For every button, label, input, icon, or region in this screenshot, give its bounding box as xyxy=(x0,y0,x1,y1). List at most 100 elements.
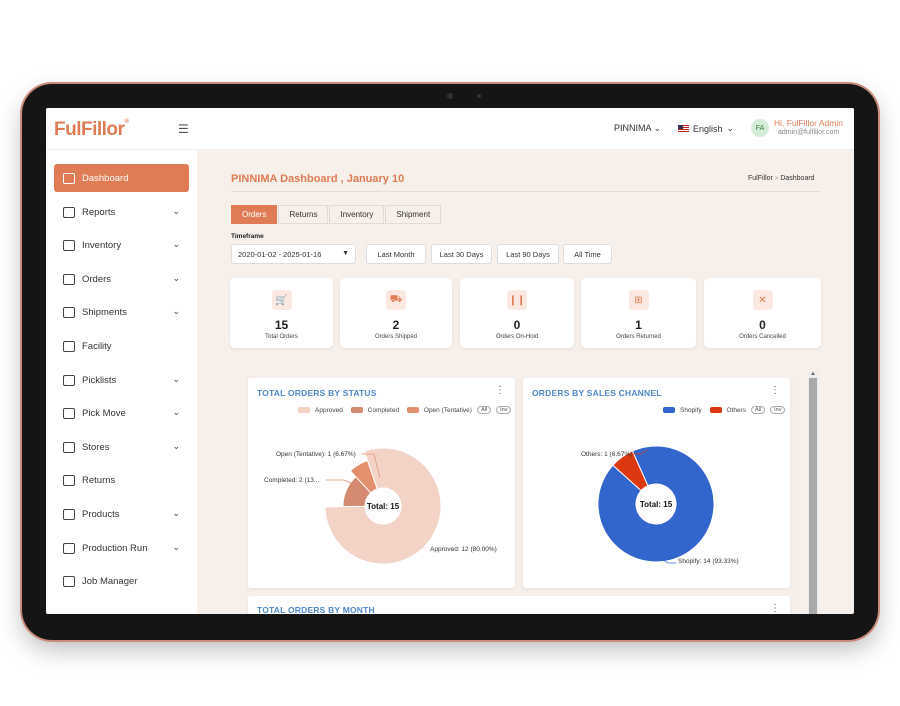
chevron-down-icon[interactable]: ⌄ xyxy=(172,542,180,552)
tab-orders[interactable]: Orders xyxy=(231,205,278,224)
us-flag-icon xyxy=(678,125,689,132)
stat-orders-cancelled[interactable]: ✕ 0 Orders Cancelled xyxy=(704,278,821,348)
chevron-down-icon[interactable]: ⌄ xyxy=(172,508,180,518)
legend-item[interactable]: Open (Tentative) xyxy=(423,406,472,414)
legend-item[interactable]: Approved xyxy=(315,406,343,414)
breadcrumb-root[interactable]: FulFillor xyxy=(748,175,773,182)
timeframe-label: Timeframe xyxy=(231,233,264,240)
sidebar-item-label: Orders xyxy=(82,273,112,285)
shipments-icon xyxy=(63,306,75,318)
orders-by-status-card: TOTAL ORDERS BY STATUS ⋮ Approved Comple… xyxy=(248,378,515,588)
stat-value: 0 xyxy=(513,318,521,332)
last-90-days-button[interactable]: Last 90 Days xyxy=(497,244,559,264)
date-range-value: 2020-01-02 - 2025-01-16 xyxy=(238,249,322,259)
avatar[interactable]: FA xyxy=(751,119,769,137)
menu-toggle-icon[interactable]: ☰ xyxy=(178,122,189,136)
legend-item[interactable]: Others xyxy=(726,406,747,414)
top-bar: FulFillor® ☰ PINNIMA ⌄ English ⌄ FA Hi, … xyxy=(46,108,854,150)
kebab-menu-icon[interactable]: ⋮ xyxy=(770,603,780,614)
donut-total-label: Total: 15 xyxy=(367,502,400,511)
card-title: TOTAL ORDERS BY MONTH xyxy=(257,605,375,614)
store-selector[interactable]: PINNIMA ⌄ xyxy=(614,123,662,133)
sidebar-item-label: Returns xyxy=(82,474,116,486)
sidebar-item-products[interactable]: Products ⌄ xyxy=(54,500,189,528)
legend-all-toggle[interactable]: All xyxy=(751,406,766,414)
data-label-leader xyxy=(361,453,381,479)
sidebar-item-production-run[interactable]: Production Run ⌄ xyxy=(54,534,189,562)
tab-returns[interactable]: Returns xyxy=(278,205,329,224)
chevron-down-icon[interactable]: ⌄ xyxy=(172,206,180,216)
legend-swatch xyxy=(298,407,310,413)
breadcrumb: FulFillor > Dashboard xyxy=(748,175,815,182)
chevron-down-icon[interactable]: ⌄ xyxy=(172,273,180,283)
brand-logo[interactable]: FulFillor® xyxy=(54,119,129,140)
divider xyxy=(231,191,821,192)
last-30-days-button[interactable]: Last 30 Days xyxy=(431,244,492,264)
chevron-down-icon[interactable]: ⌄ xyxy=(172,441,180,451)
stat-label: Total Orders xyxy=(265,334,298,340)
last-month-button[interactable]: Last Month xyxy=(366,244,426,264)
sidebar-item-stores[interactable]: Stores ⌄ xyxy=(54,433,189,461)
sidebar-item-reports[interactable]: Reports ⌄ xyxy=(54,198,189,226)
chevron-down-icon[interactable]: ⌄ xyxy=(172,239,180,249)
scrollbar-thumb[interactable] xyxy=(809,378,817,614)
status-legend: Approved Completed Open (Tentative) All … xyxy=(298,406,512,414)
all-time-button[interactable]: All Time xyxy=(563,244,612,264)
date-range-select[interactable]: 2020-01-02 - 2025-01-16 ▼ xyxy=(231,244,356,264)
sidebar-item-job-manager[interactable]: Job Manager xyxy=(54,567,189,595)
picklists-icon xyxy=(63,374,75,386)
language-selector[interactable]: English ⌄ xyxy=(678,123,734,134)
data-label-leader xyxy=(412,538,428,549)
truck-icon: ⛟ xyxy=(386,290,406,310)
donut-total-label: Total: 15 xyxy=(640,500,673,509)
chevron-down-icon[interactable]: ⌄ xyxy=(172,374,180,384)
sidebar-item-shipments[interactable]: Shipments ⌄ xyxy=(54,298,189,326)
main-scrollbar[interactable]: ▲ xyxy=(808,371,818,614)
tab-inventory[interactable]: Inventory xyxy=(329,205,385,224)
scroll-up-icon[interactable]: ▲ xyxy=(810,371,816,377)
sidebar-item-inventory[interactable]: Inventory ⌄ xyxy=(54,231,189,259)
sidebar-item-facility[interactable]: Facility xyxy=(54,332,189,360)
sidebar-item-returns[interactable]: Returns xyxy=(54,466,189,494)
pause-icon: ❙❙ xyxy=(507,290,527,310)
breadcrumb-separator: > xyxy=(774,176,779,182)
sidebar-item-dashboard[interactable]: Dashboard xyxy=(54,164,189,192)
orders-by-status-chart: Total: 15 Approved: 12 (80.00%) Completed:… xyxy=(264,447,497,565)
user-name[interactable]: Hi, FulFillor Admin xyxy=(774,118,843,128)
breadcrumb-current: Dashboard xyxy=(780,175,815,182)
app-screen: FulFillor® ☰ PINNIMA ⌄ English ⌄ FA Hi, … xyxy=(46,108,854,614)
data-label: Approved: 12 (80.00%) xyxy=(430,546,497,553)
stat-total-orders[interactable]: 🛒 15 Total Orders xyxy=(230,278,333,348)
stat-label: Orders Shipped xyxy=(374,334,418,340)
sidebar-item-picklists[interactable]: Picklists ⌄ xyxy=(54,366,189,394)
stat-orders-shipped[interactable]: ⛟ 2 Orders Shipped xyxy=(340,278,452,348)
legend-swatch xyxy=(406,407,419,413)
tab-shipment[interactable]: Shipment xyxy=(385,205,442,224)
kebab-menu-icon[interactable]: ⋮ xyxy=(495,385,505,396)
dashboard-tabs: Orders Returns Inventory Shipment xyxy=(231,205,442,224)
legend-invert-toggle[interactable]: Inv xyxy=(496,406,512,414)
tablet-frame: FulFillor® ☰ PINNIMA ⌄ English ⌄ FA Hi, … xyxy=(22,84,878,640)
legend-item[interactable]: Shopify xyxy=(680,406,702,414)
stat-orders-on-hold[interactable]: ❙❙ 0 Orders On-Hold xyxy=(460,278,574,348)
sidebar-item-orders[interactable]: Orders ⌄ xyxy=(54,265,189,293)
facility-icon xyxy=(63,340,75,352)
sidebar-item-pick-move[interactable]: Pick Move ⌄ xyxy=(54,399,189,427)
stores-icon xyxy=(63,441,75,453)
legend-all-toggle[interactable]: All xyxy=(476,406,492,414)
data-label-leader xyxy=(662,559,676,564)
stat-orders-returned[interactable]: ⊞ 1 Orders Returned xyxy=(581,278,696,348)
cancel-cart-icon: ✕ xyxy=(752,290,773,310)
legend-item[interactable]: Completed xyxy=(367,406,400,414)
stat-value: 2 xyxy=(392,318,400,332)
sidebar-item-label: Reports xyxy=(82,206,116,218)
legend-invert-toggle[interactable]: Inv xyxy=(770,406,786,414)
kebab-menu-icon[interactable]: ⋮ xyxy=(770,385,780,396)
sidebar-item-label: Picklists xyxy=(82,374,117,386)
chevron-down-icon[interactable]: ⌄ xyxy=(172,407,180,417)
orders-by-month-card: TOTAL ORDERS BY MONTH ⋮ xyxy=(248,596,790,614)
orders-by-channel-card: ORDERS BY SALES CHANNEL ⋮ Shopify Others… xyxy=(523,378,790,588)
stat-label: Orders Returned xyxy=(616,334,661,340)
chevron-down-icon[interactable]: ⌄ xyxy=(172,306,180,316)
orders-by-channel-chart: Total: 15 Shopify: 14 (93.33%) Others: 1 (… xyxy=(581,445,739,565)
